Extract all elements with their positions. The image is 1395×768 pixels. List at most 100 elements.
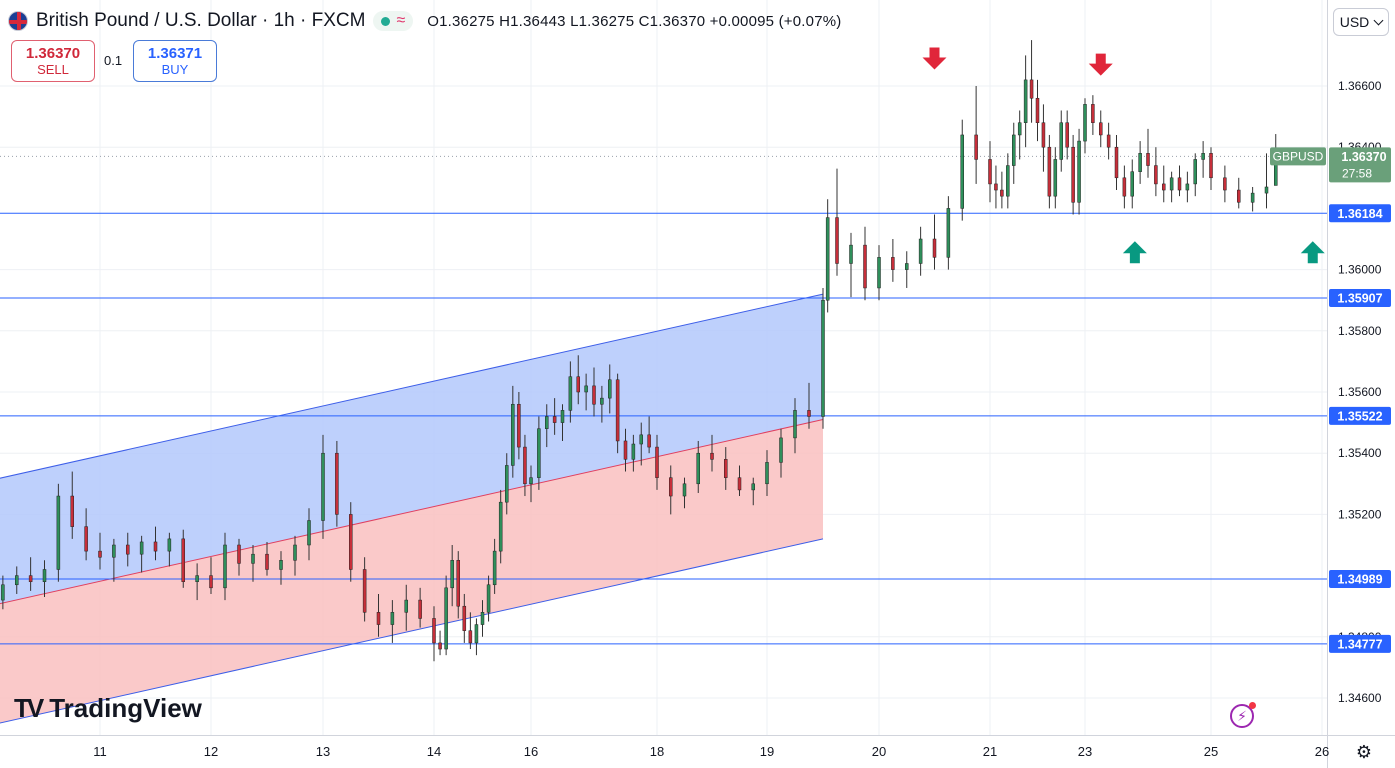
price-tick-label: 1.35200 — [1338, 507, 1382, 521]
candle-body — [1264, 186, 1269, 194]
candle-body — [418, 599, 422, 619]
candle-body — [505, 465, 509, 503]
candle-body — [376, 612, 381, 625]
time-tick-label: 16 — [524, 744, 538, 759]
time-tick-label: 23 — [1078, 744, 1092, 759]
candle-body — [568, 376, 573, 411]
candle-body — [1209, 153, 1213, 179]
candle-body — [891, 257, 895, 270]
candle-body — [1099, 122, 1103, 136]
candle-body — [1023, 79, 1028, 123]
level-price-label: 1.35907 — [1337, 292, 1382, 306]
candle-body — [195, 575, 199, 582]
candle-body — [765, 462, 769, 485]
candle-body — [432, 618, 436, 644]
candle-body — [807, 410, 811, 417]
candle-body — [974, 134, 978, 160]
candle-body — [1114, 146, 1119, 179]
candle-body — [1017, 122, 1022, 136]
flash-icon[interactable]: ⚡ — [1230, 702, 1256, 728]
price-tick-label: 1.35800 — [1338, 324, 1382, 338]
candle-body — [335, 452, 339, 515]
chevron-down-icon — [1373, 15, 1384, 25]
gbp-flag-icon — [8, 11, 28, 31]
candle-body — [15, 575, 19, 586]
candle-body — [639, 434, 643, 445]
buy-price: 1.36371 — [147, 45, 203, 62]
horizontal-levels — [0, 155, 1327, 645]
level-price-label-bg — [1329, 204, 1391, 223]
candle-body — [960, 134, 964, 209]
tradingview-logo[interactable]: TV TradingView — [14, 693, 202, 724]
level-price-label: 1.34989 — [1337, 572, 1382, 586]
candle-body — [592, 385, 596, 405]
time-tick-label: 25 — [1204, 744, 1218, 759]
candle-body — [1000, 189, 1004, 197]
candle-body — [1071, 146, 1075, 203]
candle-body — [669, 477, 673, 497]
candle-body — [1122, 177, 1127, 197]
candle-body — [1130, 171, 1134, 197]
candle-body — [1138, 153, 1142, 172]
tradingview-mark-icon: TV — [14, 693, 44, 723]
candle-body — [560, 410, 565, 423]
candle-body — [1169, 177, 1174, 191]
candle-body — [825, 217, 830, 301]
time-tick-label: 11 — [93, 744, 107, 759]
ohlc-readout: O1.36275 H1.36443 L1.36275 C1.36370 +0.0… — [427, 12, 842, 30]
candle-body — [362, 569, 367, 613]
candle-body — [70, 495, 74, 527]
level-price-label-bg — [1329, 634, 1391, 653]
candle-body — [905, 263, 909, 270]
buy-button[interactable]: 1.36371 BUY — [133, 40, 217, 82]
signal-markers — [922, 47, 1325, 264]
channel-upper-band — [0, 294, 823, 604]
sell-button[interactable]: 1.36370 SELL — [11, 40, 95, 82]
arrow-up-icon — [1300, 241, 1325, 264]
candle-body — [480, 612, 485, 625]
order-quantity[interactable]: 0.1 — [104, 53, 123, 68]
candle-body — [779, 437, 783, 463]
candle-body — [1162, 183, 1166, 191]
time-tick-label: 19 — [760, 744, 774, 759]
channel-middle-line — [0, 419, 824, 605]
candle-body — [647, 434, 651, 448]
candle-body — [279, 560, 283, 570]
currency-select[interactable]: USD — [1333, 8, 1389, 36]
time-tick-label: 21 — [983, 744, 997, 759]
candle-body — [1053, 159, 1058, 197]
candle-body — [321, 452, 325, 521]
price-tick-label: 1.36000 — [1338, 263, 1382, 277]
candle-body — [167, 538, 172, 552]
candle-body — [1041, 122, 1046, 148]
candle-body — [615, 379, 620, 442]
candle-body — [623, 440, 628, 460]
gear-icon[interactable]: ⚙ — [1355, 742, 1373, 762]
candle-body — [390, 612, 395, 625]
candle-body — [181, 538, 185, 582]
candle-body — [710, 452, 714, 460]
logo-text: TradingView — [49, 693, 202, 723]
candle-body — [1091, 104, 1095, 123]
candle-body — [474, 624, 479, 644]
market-status-badge[interactable]: ≈ — [373, 11, 414, 31]
candle-body — [631, 443, 636, 460]
candle-body — [1146, 153, 1150, 166]
candle-body — [1077, 140, 1081, 203]
candle-body — [98, 550, 102, 558]
symbol-title[interactable]: British Pound / U.S. Dollar · 1h · FXCM — [36, 10, 366, 31]
price-tick-label: 1.34600 — [1338, 691, 1382, 705]
candle-body — [932, 238, 937, 258]
arrow-down-icon — [922, 47, 947, 70]
candle-body — [946, 208, 951, 258]
candle-body — [1250, 192, 1255, 203]
candle-body — [1059, 122, 1063, 160]
candle-body — [821, 299, 825, 417]
candle-body — [468, 630, 473, 644]
candle-body — [523, 446, 527, 485]
candle-body — [988, 159, 992, 185]
candle-body — [126, 544, 130, 555]
candle-body — [737, 477, 742, 491]
candle-body — [849, 244, 853, 264]
